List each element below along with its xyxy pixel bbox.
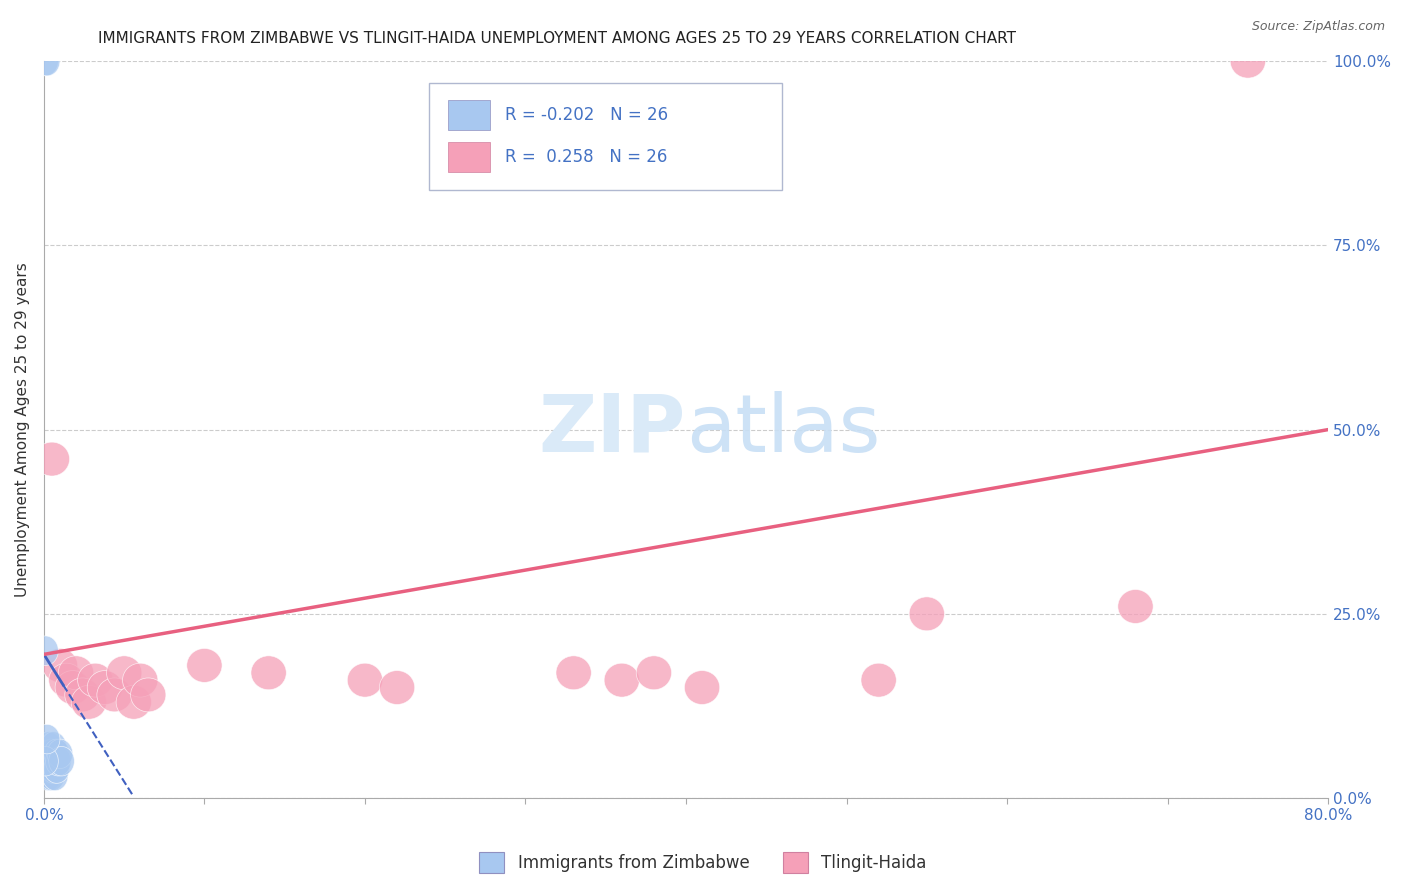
Ellipse shape	[122, 664, 157, 698]
Ellipse shape	[41, 747, 66, 776]
Legend: Immigrants from Zimbabwe, Tlingit-Haida: Immigrants from Zimbabwe, Tlingit-Haida	[472, 846, 934, 880]
Ellipse shape	[41, 731, 66, 761]
Ellipse shape	[45, 747, 72, 776]
Ellipse shape	[38, 754, 63, 783]
FancyBboxPatch shape	[429, 83, 782, 190]
Text: R = -0.202   N = 26: R = -0.202 N = 26	[505, 106, 668, 124]
Ellipse shape	[37, 731, 62, 761]
Ellipse shape	[637, 656, 672, 690]
Ellipse shape	[49, 747, 75, 776]
Ellipse shape	[87, 671, 122, 705]
Ellipse shape	[34, 739, 60, 769]
Text: atlas: atlas	[686, 391, 880, 468]
Ellipse shape	[44, 739, 69, 769]
Ellipse shape	[55, 671, 90, 705]
Ellipse shape	[37, 754, 62, 783]
Ellipse shape	[252, 656, 287, 690]
Ellipse shape	[34, 46, 60, 76]
Ellipse shape	[605, 664, 640, 698]
Ellipse shape	[72, 685, 107, 719]
Ellipse shape	[131, 678, 166, 712]
Ellipse shape	[97, 678, 132, 712]
Y-axis label: Unemployment Among Ages 25 to 29 years: Unemployment Among Ages 25 to 29 years	[15, 262, 30, 597]
Ellipse shape	[1230, 45, 1265, 78]
Ellipse shape	[58, 656, 94, 690]
FancyBboxPatch shape	[449, 142, 489, 171]
Ellipse shape	[860, 664, 896, 698]
Ellipse shape	[380, 671, 415, 705]
Text: R =  0.258   N = 26: R = 0.258 N = 26	[505, 148, 668, 166]
Ellipse shape	[32, 747, 58, 776]
Ellipse shape	[49, 664, 84, 698]
Text: IMMIGRANTS FROM ZIMBABWE VS TLINGIT-HAIDA UNEMPLOYMENT AMONG AGES 25 TO 29 YEARS: IMMIGRANTS FROM ZIMBABWE VS TLINGIT-HAID…	[98, 31, 1017, 46]
Ellipse shape	[44, 754, 69, 783]
Ellipse shape	[39, 754, 65, 783]
Ellipse shape	[42, 747, 67, 776]
Ellipse shape	[32, 636, 58, 665]
Ellipse shape	[38, 747, 63, 776]
Ellipse shape	[34, 724, 60, 754]
Ellipse shape	[685, 671, 720, 705]
Ellipse shape	[107, 656, 142, 690]
Ellipse shape	[117, 685, 152, 719]
FancyBboxPatch shape	[449, 100, 489, 129]
Ellipse shape	[347, 664, 382, 698]
Ellipse shape	[555, 656, 592, 690]
Ellipse shape	[42, 648, 77, 682]
Ellipse shape	[34, 442, 69, 476]
Ellipse shape	[77, 664, 112, 698]
Ellipse shape	[187, 648, 222, 682]
Ellipse shape	[1118, 590, 1153, 624]
Text: ZIP: ZIP	[538, 391, 686, 468]
Ellipse shape	[37, 747, 62, 776]
Ellipse shape	[42, 761, 67, 790]
Ellipse shape	[39, 739, 65, 769]
Ellipse shape	[38, 739, 63, 769]
Ellipse shape	[65, 678, 100, 712]
Ellipse shape	[46, 739, 73, 769]
Ellipse shape	[32, 46, 58, 76]
Ellipse shape	[37, 761, 62, 790]
Ellipse shape	[910, 597, 945, 631]
Text: Source: ZipAtlas.com: Source: ZipAtlas.com	[1251, 20, 1385, 33]
Ellipse shape	[41, 754, 66, 783]
Ellipse shape	[39, 761, 65, 790]
